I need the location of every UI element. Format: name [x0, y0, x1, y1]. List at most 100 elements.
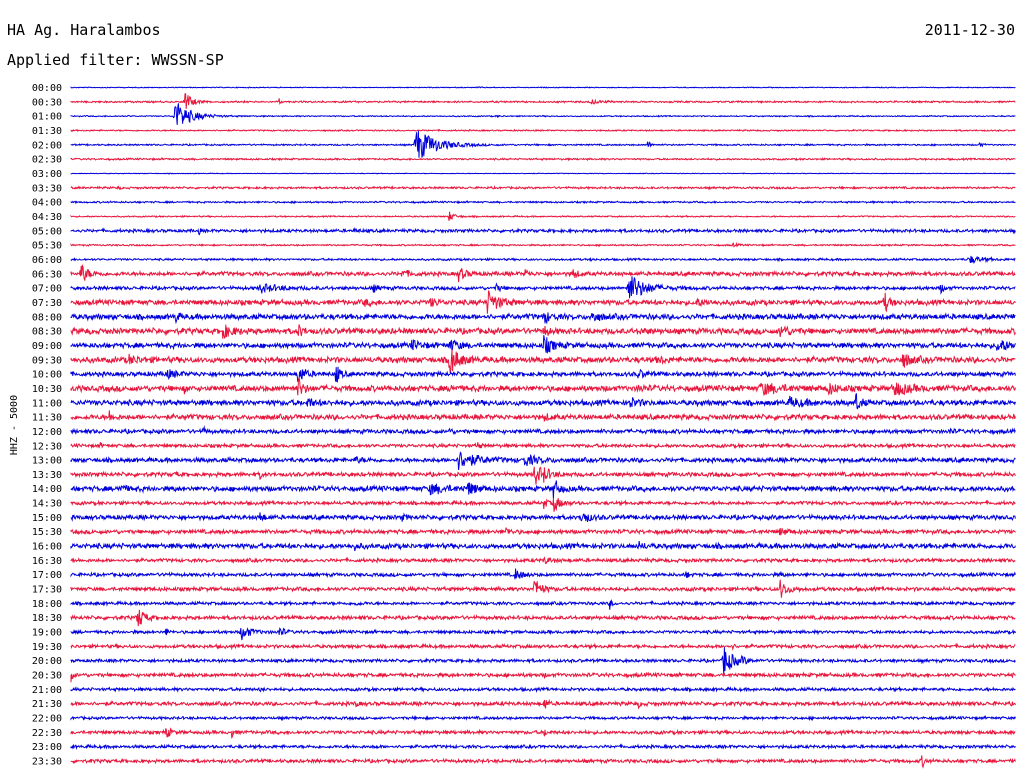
- trace-line: [70, 425, 1016, 436]
- row-time-label: 17:00: [32, 570, 62, 581]
- trace-line: [70, 556, 1016, 565]
- trace-line: [70, 466, 1016, 485]
- trace-line: [70, 199, 1016, 205]
- trace-line: [70, 366, 1016, 383]
- row-time-label: 22:30: [32, 728, 62, 739]
- row-time-label: 19:00: [32, 628, 62, 639]
- trace-line: [70, 527, 1016, 536]
- trace-line: [70, 579, 1016, 598]
- row-time-label: 01:00: [32, 112, 62, 123]
- row-time-label: 14:30: [32, 499, 62, 510]
- trace-line: [70, 671, 1016, 683]
- row-time-label: 23:00: [32, 742, 62, 753]
- trace-line: [70, 627, 1016, 641]
- trace-line: [70, 512, 1016, 522]
- row-time-label: 01:30: [32, 126, 62, 137]
- row-time-label: 09:30: [32, 355, 62, 366]
- row-time-label: 04:30: [32, 212, 62, 223]
- record-date: 2011-12-30: [924, 21, 1015, 39]
- row-time-label: 10:00: [32, 370, 62, 381]
- row-time-label: 22:00: [32, 714, 62, 725]
- filter-label: Applied filter: WWSSN-SP: [7, 51, 224, 69]
- row-time-label: 06:00: [32, 255, 62, 266]
- trace-line: [70, 172, 1016, 175]
- trace-line: [70, 276, 1016, 299]
- trace-line: [70, 324, 1016, 340]
- trace-line: [70, 349, 1016, 374]
- row-time-label: 04:00: [32, 198, 62, 209]
- trace-line: [70, 755, 1016, 769]
- trace-line: [70, 92, 1016, 109]
- trace-line: [70, 647, 1016, 676]
- row-time-label: 20:00: [32, 656, 62, 667]
- row-time-label: 06:30: [32, 269, 62, 280]
- row-time-label: 05:00: [32, 226, 62, 237]
- row-time-label: 11:30: [32, 413, 62, 424]
- row-time-label: 23:30: [32, 757, 62, 768]
- trace-line: [70, 335, 1016, 354]
- trace-line: [70, 156, 1016, 162]
- row-time-label: 19:30: [32, 642, 62, 653]
- row-time-label: 02:00: [32, 140, 62, 151]
- trace-line: [70, 599, 1016, 610]
- trace-line: [70, 698, 1016, 710]
- row-time-label: 08:00: [32, 312, 62, 323]
- trace-line: [70, 128, 1016, 133]
- trace-line: [70, 480, 1016, 499]
- row-time-label: 02:30: [32, 155, 62, 166]
- trace-line: [70, 685, 1016, 693]
- station-title: HA Ag. Haralambos: [7, 21, 161, 39]
- row-time-label: 00:00: [32, 83, 62, 94]
- trace-line: [70, 393, 1016, 410]
- row-time-label: 05:30: [32, 241, 62, 252]
- trace-line: [70, 86, 1016, 89]
- row-time-label: 08:30: [32, 327, 62, 338]
- trace-line: [70, 290, 1016, 314]
- trace-line: [70, 410, 1016, 422]
- row-time-label: 11:00: [32, 398, 62, 409]
- trace-line: [70, 130, 1016, 158]
- row-time-label: 12:00: [32, 427, 62, 438]
- row-time-label: 13:30: [32, 470, 62, 481]
- row-time-label: 18:30: [32, 613, 62, 624]
- row-time-label: 03:30: [32, 183, 62, 194]
- row-time-label: 09:00: [32, 341, 62, 352]
- row-time-label: 10:30: [32, 384, 62, 395]
- row-time-label: 00:30: [32, 97, 62, 108]
- row-time-label: 15:30: [32, 527, 62, 538]
- trace-line: [70, 312, 1016, 325]
- trace-line: [70, 609, 1016, 627]
- row-time-label: 21:30: [32, 699, 62, 710]
- y-axis-label: HHZ - 5000: [9, 395, 20, 455]
- trace-line: [70, 714, 1016, 722]
- trace-line: [70, 743, 1016, 751]
- trace-line: [70, 727, 1016, 739]
- trace-line: [70, 263, 1016, 283]
- row-time-label: 16:00: [32, 542, 62, 553]
- trace-line: [70, 241, 1016, 248]
- trace-line: [70, 642, 1016, 651]
- row-time-label: 07:00: [32, 284, 62, 295]
- row-time-label: 13:00: [32, 456, 62, 467]
- trace-line: [70, 227, 1016, 236]
- row-time-label: 15:00: [32, 513, 62, 524]
- trace-line: [70, 568, 1016, 580]
- row-time-label: 16:30: [32, 556, 62, 567]
- trace-line: [70, 441, 1016, 450]
- trace-line: [70, 497, 1016, 512]
- trace-line: [70, 255, 1016, 265]
- row-time-label: 18:00: [32, 599, 62, 610]
- row-time-label: 12:30: [32, 441, 62, 452]
- trace-line: [70, 185, 1016, 191]
- row-time-label: 21:00: [32, 685, 62, 696]
- trace-line: [70, 377, 1016, 397]
- trace-line: [70, 103, 1016, 125]
- row-time-label: 20:30: [32, 671, 62, 682]
- row-time-label: 14:00: [32, 484, 62, 495]
- trace-line: [70, 451, 1016, 471]
- row-time-label: 17:30: [32, 585, 62, 596]
- trace-line: [70, 541, 1016, 552]
- trace-line: [70, 211, 1016, 221]
- row-time-label: 03:00: [32, 169, 62, 180]
- row-time-label: 07:30: [32, 298, 62, 309]
